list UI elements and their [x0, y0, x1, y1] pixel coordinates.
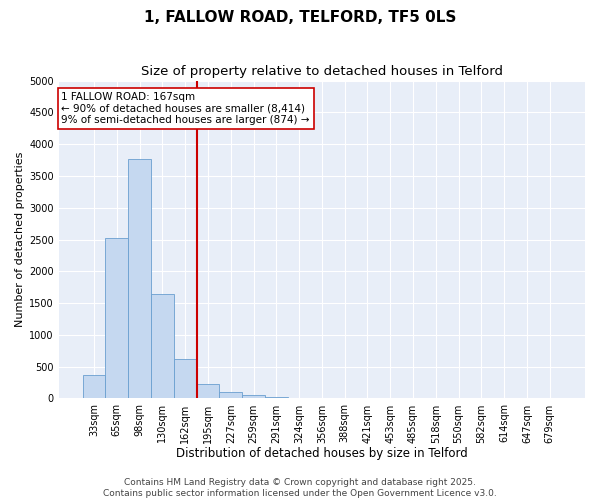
Y-axis label: Number of detached properties: Number of detached properties: [15, 152, 25, 327]
X-axis label: Distribution of detached houses by size in Telford: Distribution of detached houses by size …: [176, 447, 468, 460]
Bar: [197, 384, 220, 398]
Bar: [151, 294, 174, 399]
Bar: [83, 374, 106, 398]
Bar: [128, 160, 151, 398]
Text: 1 FALLOW ROAD: 167sqm
← 90% of detached houses are smaller (8,414)
9% of semi-de: 1 FALLOW ROAD: 167sqm ← 90% of detached …: [61, 92, 310, 125]
Bar: [106, 238, 128, 398]
Bar: [242, 395, 265, 398]
Bar: [265, 396, 288, 398]
Bar: [174, 359, 197, 399]
Title: Size of property relative to detached houses in Telford: Size of property relative to detached ho…: [141, 65, 503, 78]
Bar: [220, 392, 242, 398]
Text: Contains HM Land Registry data © Crown copyright and database right 2025.
Contai: Contains HM Land Registry data © Crown c…: [103, 478, 497, 498]
Text: 1, FALLOW ROAD, TELFORD, TF5 0LS: 1, FALLOW ROAD, TELFORD, TF5 0LS: [144, 10, 456, 25]
